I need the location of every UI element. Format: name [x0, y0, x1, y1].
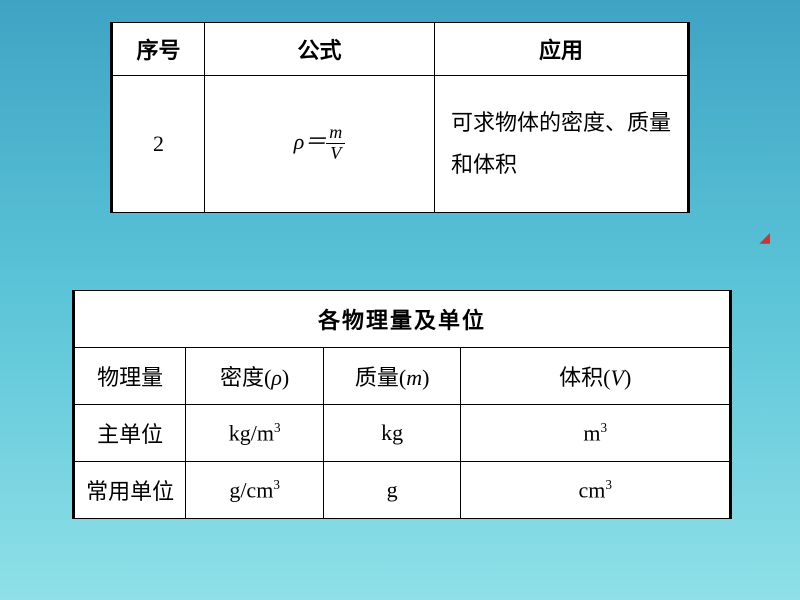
table-row: 2 ρ＝mV 可求物体的密度、质量和体积	[113, 76, 688, 213]
units-title: 各物理量及单位	[75, 291, 730, 348]
cell-density: g/cm3	[186, 462, 324, 519]
units-header-quantity: 物理量	[75, 348, 186, 405]
units-table: 各物理量及单位 物理量 密度(ρ) 质量(m) 体积(V) 主单位 kg/m3 …	[74, 290, 730, 519]
cell-volume: m3	[461, 405, 730, 462]
cell-density: kg/m3	[186, 405, 324, 462]
formula-table-container: 序号 公式 应用 2 ρ＝mV 可求物体的密度、质量和体积	[110, 22, 690, 213]
cell-index: 2	[113, 76, 205, 213]
row-label: 常用单位	[75, 462, 186, 519]
cell-mass: g	[323, 462, 461, 519]
cell-mass: kg	[323, 405, 461, 462]
table-row: 主单位 kg/m3 kg m3	[75, 405, 730, 462]
formula-fraction: mV	[326, 123, 345, 164]
row-label: 主单位	[75, 405, 186, 462]
formula-table: 序号 公式 应用 2 ρ＝mV 可求物体的密度、质量和体积	[112, 22, 688, 213]
units-header-mass: 质量(m)	[323, 348, 461, 405]
units-table-container: 各物理量及单位 物理量 密度(ρ) 质量(m) 体积(V) 主单位 kg/m3 …	[72, 290, 732, 519]
formula-eq: ＝	[304, 129, 326, 154]
cell-formula: ρ＝mV	[205, 76, 435, 213]
table-row: 常用单位 g/cm3 g cm3	[75, 462, 730, 519]
header-formula: 公式	[205, 23, 435, 76]
units-header-volume: 体积(V)	[461, 348, 730, 405]
header-index: 序号	[113, 23, 205, 76]
units-header-row: 物理量 密度(ρ) 质量(m) 体积(V)	[75, 348, 730, 405]
cursor-indicator: ◢	[759, 230, 770, 247]
units-header-density: 密度(ρ)	[186, 348, 324, 405]
formula-numerator: m	[326, 123, 345, 144]
formula-denominator: V	[326, 144, 345, 164]
header-application: 应用	[435, 23, 688, 76]
units-title-row: 各物理量及单位	[75, 291, 730, 348]
cell-volume: cm3	[461, 462, 730, 519]
formula-expression: ρ＝mV	[294, 129, 346, 154]
cell-application: 可求物体的密度、质量和体积	[435, 76, 688, 213]
table-header-row: 序号 公式 应用	[113, 23, 688, 76]
formula-lhs: ρ	[294, 129, 305, 154]
